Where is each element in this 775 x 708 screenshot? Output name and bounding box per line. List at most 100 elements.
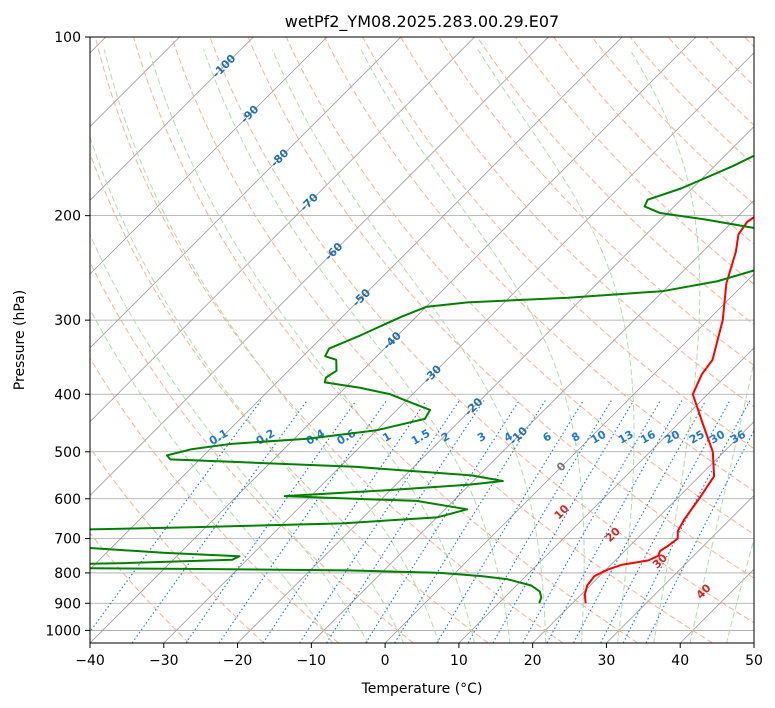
dry-adiabat-line bbox=[90, 152, 489, 643]
dry-adiabat-line bbox=[90, 446, 265, 643]
isotherm-line bbox=[90, 37, 328, 275]
chart-title: wetPf2_YM08.2025.283.00.29.E07 bbox=[285, 12, 559, 32]
y-tick-label: 500 bbox=[54, 445, 81, 461]
moist-adiabat-line bbox=[477, 49, 635, 643]
moist-adiabat-line bbox=[148, 49, 475, 643]
dry-adiabat-label: 20 bbox=[603, 525, 623, 545]
dry-adiabat-line bbox=[90, 532, 190, 643]
dry-adiabat-line bbox=[285, 37, 754, 535]
dry-adiabat-line bbox=[247, 37, 754, 579]
mixing-ratio-label: 0.6 bbox=[335, 427, 359, 448]
y-axis-label: Pressure (hPa) bbox=[12, 290, 28, 390]
x-tick-label: −20 bbox=[223, 653, 253, 669]
isotherm-line bbox=[237, 125, 754, 643]
isotherm-line bbox=[384, 273, 754, 643]
dry-adiabat-line bbox=[324, 37, 754, 492]
moist-adiabat-line bbox=[689, 359, 754, 643]
mixing-ratio-line bbox=[622, 400, 751, 643]
isotherm-line bbox=[753, 642, 754, 643]
moist-adiabat-line bbox=[103, 49, 440, 643]
x-axis-ticks: −40 −30 −20 −10 0 10 20 30 40 50 bbox=[75, 643, 763, 669]
mixing-ratio-label: 25 bbox=[687, 428, 707, 447]
x-tick-label: 20 bbox=[524, 653, 542, 669]
moist-adiabat-line bbox=[271, 49, 547, 643]
mixing-ratio-line bbox=[185, 400, 357, 643]
mixing-ratio-line bbox=[436, 400, 584, 643]
dry-adiabat-line bbox=[90, 357, 339, 643]
y-tick-label: 900 bbox=[54, 596, 81, 612]
mixing-ratio-label: 1.5 bbox=[409, 427, 432, 448]
dry-adiabat-lines bbox=[90, 37, 754, 643]
dry-adiabat-line bbox=[133, 37, 639, 643]
dry-adiabat-line bbox=[438, 37, 754, 367]
dry-adiabat-line bbox=[476, 37, 754, 326]
x-tick-label: −10 bbox=[297, 653, 327, 669]
mixing-ratio-label: 16 bbox=[638, 428, 658, 447]
mixing-ratio-line bbox=[325, 400, 485, 643]
dry-adiabat-line bbox=[553, 37, 754, 245]
mixing-ratio-label: 1 bbox=[380, 430, 393, 445]
x-tick-label: 50 bbox=[745, 653, 763, 669]
dry-adiabat-line bbox=[744, 37, 754, 48]
dry-adiabat-line bbox=[90, 261, 414, 643]
mixing-ratio-line bbox=[467, 400, 612, 643]
mixing-ratio-label: 13 bbox=[616, 428, 636, 447]
mixing-ratio-line bbox=[645, 429, 754, 643]
plot-area: 0.1 0.2 0.4 0.6 1 1.5 2 3 4 6 8 10 13 16 20 25 30 36-100-… bbox=[90, 37, 754, 643]
mixing-ratio-label: 2 bbox=[439, 430, 452, 445]
mixing-ratio-line bbox=[600, 400, 731, 643]
mixing-ratio-label: 10 bbox=[589, 428, 609, 447]
isotherm-line bbox=[679, 568, 754, 643]
x-tick-label: 10 bbox=[450, 653, 468, 669]
y-tick-label: 300 bbox=[54, 313, 81, 329]
isotherm-line bbox=[311, 199, 754, 643]
x-tick-label: −30 bbox=[149, 653, 179, 669]
mixing-ratio-label: 6 bbox=[541, 429, 554, 444]
isotherm-line bbox=[532, 421, 754, 643]
moist-adiabat-line bbox=[360, 49, 585, 643]
dewpoint-profile-line bbox=[90, 154, 754, 604]
pressure-gridlines bbox=[90, 37, 754, 631]
y-tick-label: 800 bbox=[54, 566, 81, 582]
isotherm-line bbox=[606, 494, 754, 643]
isotherm-line bbox=[163, 52, 754, 643]
y-tick-label: 1000 bbox=[45, 623, 81, 639]
dry-adiabat-line bbox=[629, 37, 754, 166]
isotherm-line bbox=[90, 37, 549, 497]
moist-adiabat-line bbox=[203, 49, 511, 643]
x-axis-label: Temperature (°C) bbox=[361, 681, 483, 697]
mixing-ratio-line bbox=[218, 400, 387, 643]
isotherm-line bbox=[90, 37, 402, 349]
mixing-ratio-label: 20 bbox=[662, 428, 682, 447]
dry-adiabat-line bbox=[591, 37, 754, 205]
isotherm-lines bbox=[90, 37, 754, 643]
dry-adiabat-label: 10 bbox=[552, 502, 572, 522]
y-tick-label: 400 bbox=[54, 387, 81, 403]
isotherm-line bbox=[90, 37, 475, 423]
mixing-ratio-label: 8 bbox=[569, 430, 582, 445]
isotherm-line bbox=[458, 347, 754, 643]
mixing-ratio-label: 0.2 bbox=[254, 427, 277, 448]
isotherm-line bbox=[90, 37, 623, 570]
y-tick-label: 100 bbox=[54, 30, 81, 46]
moist-adiabat-line bbox=[90, 308, 334, 643]
isotherm-line bbox=[90, 37, 697, 643]
y-axis-ticks: 100 200 300 400 500 600 700 800 900 1000 bbox=[45, 30, 90, 639]
dry-adiabat-line bbox=[94, 37, 564, 643]
y-tick-label: 600 bbox=[54, 492, 81, 508]
y-tick-label: 200 bbox=[54, 209, 81, 225]
isotherm-line bbox=[90, 37, 254, 201]
x-tick-label: 30 bbox=[598, 653, 616, 669]
moist-adiabat-line bbox=[726, 537, 754, 643]
moist-adiabat-line bbox=[629, 49, 701, 643]
dry-adiabat-line bbox=[209, 37, 754, 624]
dry-adiabat-line bbox=[515, 37, 754, 285]
temperature-profile-line bbox=[583, 216, 754, 604]
mixing-ratio-line bbox=[573, 400, 707, 643]
x-tick-label: 40 bbox=[671, 653, 689, 669]
dry-adiabat-line bbox=[362, 37, 754, 450]
mixing-ratio-line bbox=[262, 400, 427, 643]
dry-adiabat-label: 40 bbox=[694, 581, 714, 601]
profile-series bbox=[90, 154, 754, 604]
